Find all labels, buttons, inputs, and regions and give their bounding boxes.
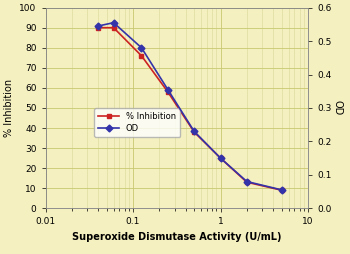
% Inhibition [245, 181, 249, 184]
OD [96, 24, 100, 27]
OD [280, 188, 284, 192]
Legend: % Inhibition, OD: % Inhibition, OD [94, 108, 180, 137]
X-axis label: Superoxide Dismutase Activity (U/mL): Superoxide Dismutase Activity (U/mL) [72, 232, 281, 242]
% Inhibition [96, 26, 100, 29]
% Inhibition [166, 90, 170, 93]
% Inhibition [139, 54, 144, 57]
OD [192, 130, 196, 133]
OD [218, 156, 223, 160]
Line: % Inhibition: % Inhibition [96, 25, 284, 193]
OD [112, 21, 116, 24]
OD [245, 180, 249, 183]
% Inhibition [192, 131, 196, 134]
OD [166, 88, 170, 91]
% Inhibition [112, 26, 116, 29]
% Inhibition [218, 156, 223, 160]
Y-axis label: % Inhibition: % Inhibition [4, 79, 14, 137]
Line: OD: OD [96, 20, 284, 192]
Y-axis label: OD: OD [332, 100, 343, 116]
% Inhibition [280, 189, 284, 192]
OD [139, 46, 144, 49]
